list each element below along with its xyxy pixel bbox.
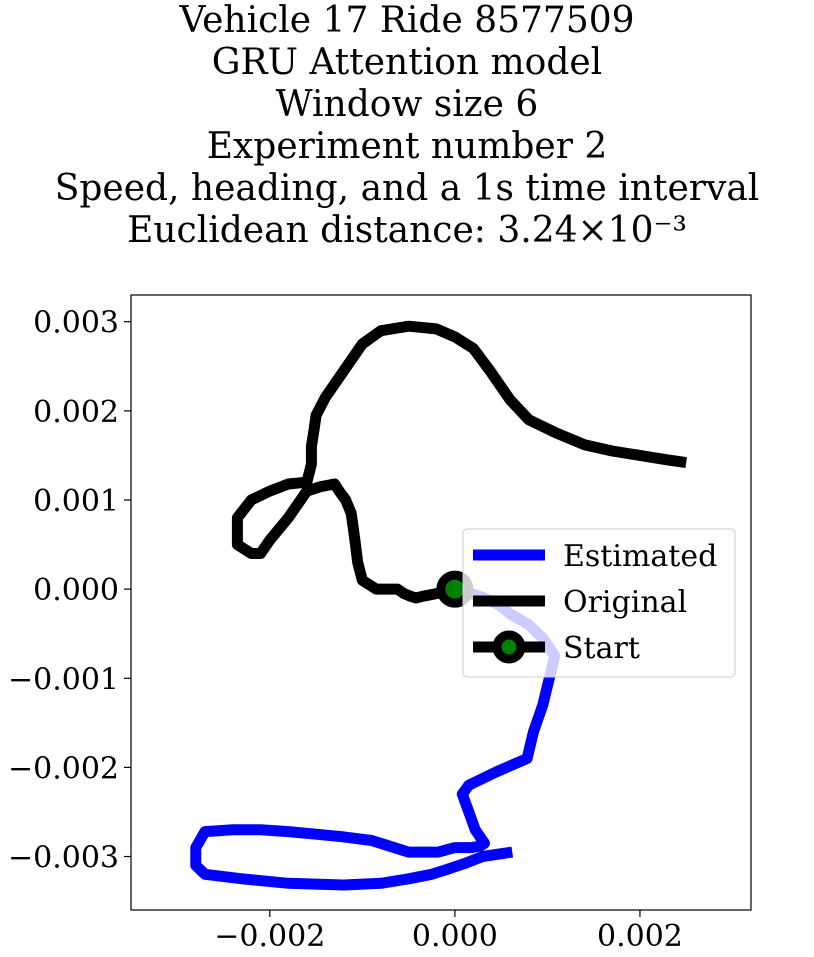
plot-frame [130,294,752,911]
y-tick-label: 0.002 [33,395,119,430]
x-tick-label: 0.002 [597,919,683,954]
legend-marker-start [492,630,526,664]
series-line-original [231,320,687,604]
x-tick-label: −0.002 [214,919,325,954]
title-line-2: GRU Attention model [211,42,603,83]
title-line-5: Speed, heading, and a 1s time interval [54,168,760,209]
y-tick-label: −0.003 [8,841,119,876]
title-line-4: Experiment number 2 [206,126,608,167]
legend-label-start: Start [563,631,640,666]
title-line-6: Euclidean distance: 3.24×10⁻³ [127,210,687,251]
legend-label-estimated: Estimated [563,539,717,574]
legend-box [462,528,736,678]
x-tick-label: 0.000 [412,919,498,954]
y-tick-label: −0.001 [8,662,119,697]
y-tick-label: 0.001 [33,484,119,519]
legend-label-original: Original [563,585,687,620]
y-tick-label: −0.002 [8,751,119,786]
chart-title: Vehicle 17 Ride 8577509 GRU Attention mo… [0,0,814,252]
title-line-3: Window size 6 [275,84,539,125]
y-tick-label: 0.003 [33,306,119,341]
title-line-1: Vehicle 17 Ride 8577509 [179,0,635,41]
y-tick-label: 0.000 [33,573,119,608]
